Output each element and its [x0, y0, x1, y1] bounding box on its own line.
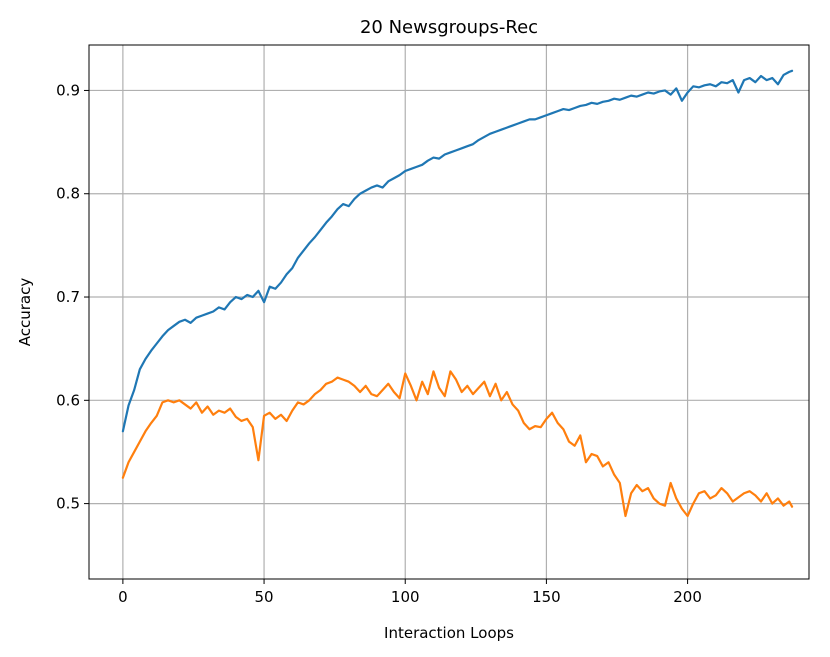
y-axis-label: Accuracy — [16, 278, 34, 347]
series-line-1 — [121, 69, 794, 433]
y-tick-label: 0.5 — [56, 495, 80, 513]
x-tick-label: 200 — [673, 588, 702, 606]
y-tick-label: 0.8 — [56, 185, 80, 203]
series-line-2 — [121, 370, 794, 518]
axis-ticks: 0 50 100 150 200 0.5 0.6 0.7 0.8 0.9 — [56, 81, 702, 606]
y-tick-label: 0.9 — [56, 81, 80, 99]
chart-title: 20 Newsgroups-Rec — [360, 17, 538, 38]
x-tick-label: 100 — [391, 588, 420, 606]
plot-area-frame — [88, 44, 810, 580]
series-group — [121, 69, 794, 518]
x-axis-label: Interaction Loops — [384, 624, 514, 642]
x-tick-label: 0 — [118, 588, 128, 606]
y-tick-label: 0.7 — [56, 288, 80, 306]
y-tick-label: 0.6 — [56, 391, 80, 409]
x-tick-label: 50 — [255, 588, 274, 606]
x-tick-label: 150 — [532, 588, 561, 606]
grid-lines — [89, 45, 809, 579]
